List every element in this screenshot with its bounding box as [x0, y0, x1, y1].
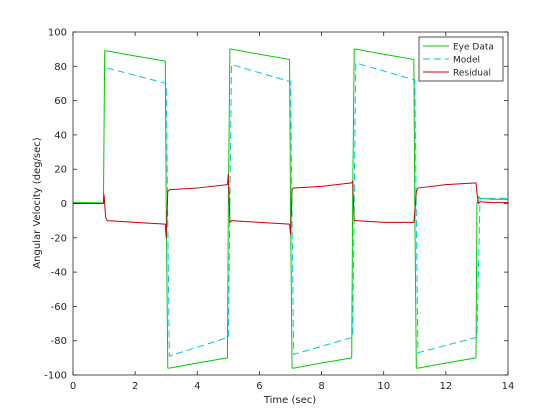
legend-box — [418, 36, 504, 82]
series-line-model — [107, 62, 508, 357]
x-tick-label: 0 — [70, 381, 76, 392]
y-tick-label: -100 — [44, 371, 67, 382]
x-tick-label: 14 — [502, 381, 515, 392]
y-tick-label: 100 — [48, 28, 67, 39]
x-tick-label: 10 — [377, 381, 390, 392]
x-tick-label: 2 — [132, 381, 138, 392]
y-tick-label: -20 — [51, 233, 67, 244]
y-axis: -100 -80 -60 -40 -20 0 20 40 60 80 100 — [44, 28, 508, 382]
x-axis: 0 2 4 6 8 10 12 14 — [70, 32, 515, 392]
y-tick-label: 60 — [54, 96, 67, 107]
series-line-eye-data — [73, 48, 508, 369]
legend-label: Eye Data — [453, 43, 494, 53]
y-axis-label: Angular Velocity (deg/sec) — [32, 137, 43, 268]
y-tick-label: -80 — [51, 336, 67, 347]
x-tick-label: 6 — [256, 381, 262, 392]
series-layer — [73, 48, 508, 369]
x-tick-label: 4 — [194, 381, 200, 392]
legend: Eye Data Model Residual — [418, 36, 504, 82]
legend-label: Model — [453, 56, 480, 66]
x-tick-label: 8 — [318, 381, 324, 392]
y-tick-label: 80 — [54, 62, 67, 73]
x-axis-label: Time (sec) — [263, 395, 316, 406]
y-tick-label: 40 — [54, 130, 67, 141]
y-tick-label: -40 — [51, 268, 67, 279]
series-line-residual — [73, 173, 508, 239]
legend-label: Residual — [453, 69, 491, 79]
x-tick-label: 12 — [439, 381, 452, 392]
y-tick-label: 20 — [54, 165, 67, 176]
y-tick-label: -60 — [51, 302, 67, 313]
y-tick-label: 0 — [61, 199, 67, 210]
